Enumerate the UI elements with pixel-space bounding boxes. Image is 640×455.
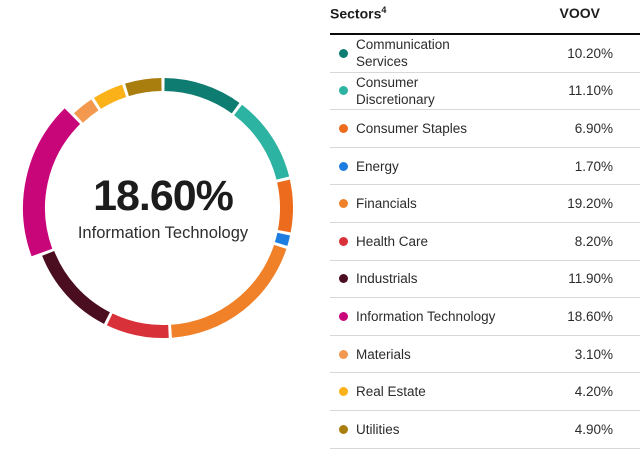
sector-color-dot — [339, 387, 348, 397]
sector-color-dot — [339, 424, 348, 434]
donut-segment-materials[interactable] — [73, 99, 99, 123]
donut-segment-financials[interactable] — [170, 244, 287, 338]
sector-weight: 19.20% — [567, 196, 613, 212]
sector-label: Information Technology — [356, 308, 496, 324]
sector-color-dot — [339, 48, 348, 58]
sector-row: Real Estate 4.20% — [330, 373, 640, 411]
sector-color-dot — [339, 311, 348, 321]
sector-row: Energy 1.70% — [330, 148, 640, 186]
sector-row: Health Care 8.20% — [330, 223, 640, 261]
sector-label: Real Estate — [356, 384, 426, 400]
sector-weight: 3.10% — [574, 346, 613, 362]
fund-column-header: VOOV — [559, 5, 600, 21]
sector-row: Consumer Discretionary 11.10% — [330, 73, 640, 111]
donut-segment-consumer-discretionary[interactable] — [233, 104, 290, 180]
sector-weight: 4.90% — [574, 421, 613, 437]
sector-color-dot — [339, 123, 348, 133]
sector-weight: 6.90% — [574, 120, 613, 136]
sector-weight: 11.90% — [568, 271, 613, 287]
sector-color-dot — [339, 349, 348, 359]
sector-weight: 10.20% — [567, 45, 613, 61]
donut-segment-communication-services[interactable] — [164, 78, 240, 114]
sector-color-dot — [339, 199, 348, 209]
sector-row: Materials 3.10% — [330, 336, 640, 374]
sector-weight: 4.20% — [574, 384, 613, 400]
sector-weight: 1.70% — [574, 158, 613, 174]
donut-svg — [23, 78, 293, 338]
sector-row: Information Technology 18.60% — [330, 298, 640, 336]
sector-row: Industrials 11.90% — [330, 261, 640, 299]
sectors-table: Sectors4 VOOV Communication Services 10.… — [330, 0, 640, 455]
sector-row: Financials 19.20% — [330, 185, 640, 223]
donut-segment-energy[interactable] — [274, 232, 291, 246]
table-header: Sectors4 VOOV — [330, 0, 640, 35]
donut-segment-industrials[interactable] — [42, 250, 111, 324]
sector-color-dot — [339, 161, 348, 171]
sector-label: Materials — [356, 346, 411, 362]
sector-label: Health Care — [356, 233, 429, 249]
donut-segment-health-care[interactable] — [106, 313, 169, 338]
sector-weight: 18.60% — [567, 308, 613, 324]
sector-label: Industrials — [356, 271, 418, 287]
sector-label: Communication Services — [356, 37, 450, 70]
sector-row: Communication Services 10.20% — [330, 35, 640, 73]
sectors-header-text: Sectors — [330, 5, 382, 22]
donut-segment-utilities[interactable] — [125, 78, 162, 97]
sector-color-dot — [339, 274, 348, 284]
sectors-column-header: Sectors4 — [330, 5, 386, 22]
donut-segment-consumer-staples[interactable] — [277, 179, 293, 233]
sector-color-dot — [339, 86, 348, 96]
sector-weight: 11.10% — [568, 83, 613, 99]
donut-segment-real-estate[interactable] — [94, 84, 127, 109]
sector-weight: 8.20% — [574, 233, 613, 249]
sector-color-dot — [339, 236, 348, 246]
sector-row: Utilities 4.90% — [330, 411, 640, 449]
donut-segment-information-technology[interactable] — [23, 108, 81, 257]
table-body: Communication Services 10.20% Consumer D… — [330, 35, 640, 449]
sectors-footnote-marker: 4 — [381, 5, 387, 15]
sector-label: Energy — [356, 158, 399, 174]
sector-label: Utilities — [356, 421, 400, 437]
sector-row: Consumer Staples 6.90% — [330, 110, 640, 148]
donut-chart: 18.60% Information Technology — [23, 78, 293, 338]
sector-label: Consumer Discretionary — [356, 74, 435, 107]
sector-label: Consumer Staples — [356, 120, 468, 136]
sector-label: Financials — [356, 196, 417, 212]
